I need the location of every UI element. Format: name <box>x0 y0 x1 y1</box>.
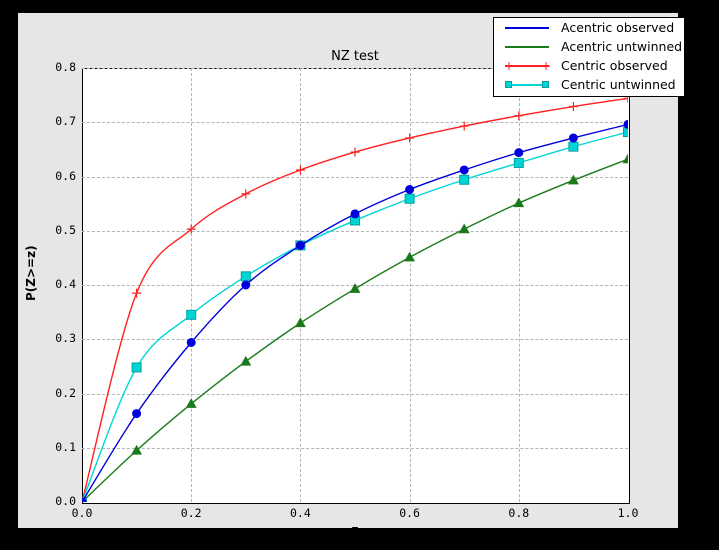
data-layer <box>82 93 628 502</box>
gridline-vertical <box>300 68 302 502</box>
gridline-vertical <box>518 68 520 502</box>
x-tick-label: 0.2 <box>180 506 202 520</box>
x-tick-label: 0.0 <box>71 506 93 520</box>
legend-entry[interactable]: + + Centric observed <box>494 56 684 75</box>
gridline-horizontal <box>82 68 628 69</box>
legend-swatch-square-icon <box>501 76 553 94</box>
gridline-horizontal <box>82 339 628 341</box>
x-tick-labels: 0.0 0.2 0.4 0.6 0.8 1.0 <box>72 506 639 526</box>
series-acentric-untwinned <box>82 153 628 502</box>
series-centric-untwinned <box>82 127 628 502</box>
x-tick-label: 1.0 <box>617 506 639 520</box>
y-tick-label: 0.2 <box>55 385 76 400</box>
gridline-vertical <box>191 68 193 502</box>
x-axis-label: z <box>351 523 359 537</box>
grid-layer <box>82 68 628 502</box>
y-tick-label: 0.6 <box>55 168 76 183</box>
gridline-horizontal <box>82 176 628 178</box>
y-tick-label: 0.7 <box>55 114 76 129</box>
legend-entry[interactable]: Acentric untwinned <box>494 37 684 56</box>
gridline-horizontal <box>82 230 628 232</box>
gridline-horizontal <box>82 122 628 124</box>
legend-label: Acentric untwinned <box>561 39 683 54</box>
chart-legend[interactable]: Acentric observed Acentric untwinned + + Cen… <box>493 17 685 97</box>
gridline-horizontal <box>82 447 628 449</box>
plot-area <box>82 68 630 504</box>
legend-label: Acentric observed <box>561 20 675 35</box>
x-tick-label: 0.4 <box>290 506 311 520</box>
legend-label: Centric untwinned <box>561 77 676 92</box>
x-tick-label: 0.6 <box>399 506 420 520</box>
legend-entry[interactable]: Centric untwinned <box>494 75 684 94</box>
y-tick-label: 0.5 <box>55 222 76 237</box>
series-centric-observed <box>82 93 628 502</box>
matplotlib-figure: NZ test P(Z>=z) z 0.0 0.1 0.2 0.3 0.4 0.5 0.6 0… <box>18 13 685 537</box>
legend-label: Centric observed <box>561 58 668 73</box>
legend-swatch-plus-icon: + + <box>504 58 552 73</box>
legend-swatch-none-icon <box>501 38 553 56</box>
gridline-vertical <box>409 68 411 502</box>
chart-title: NZ test <box>331 49 379 64</box>
legend-swatch-none-icon <box>501 19 553 37</box>
legend-entry[interactable]: Acentric observed <box>494 18 684 37</box>
y-tick-labels: 0.0 0.1 0.2 0.3 0.4 0.5 0.6 0.7 0.8 <box>18 61 76 506</box>
y-tick-label: 0.4 <box>55 277 76 291</box>
y-tick-label: 0.8 <box>55 60 76 74</box>
series-acentric-observed <box>82 119 628 502</box>
gridline-horizontal <box>82 393 628 395</box>
y-tick-label: 0.1 <box>55 439 76 454</box>
y-tick-label: 0.0 <box>55 494 76 508</box>
y-tick-label: 0.3 <box>55 331 76 346</box>
x-tick-label: 0.8 <box>508 506 530 520</box>
